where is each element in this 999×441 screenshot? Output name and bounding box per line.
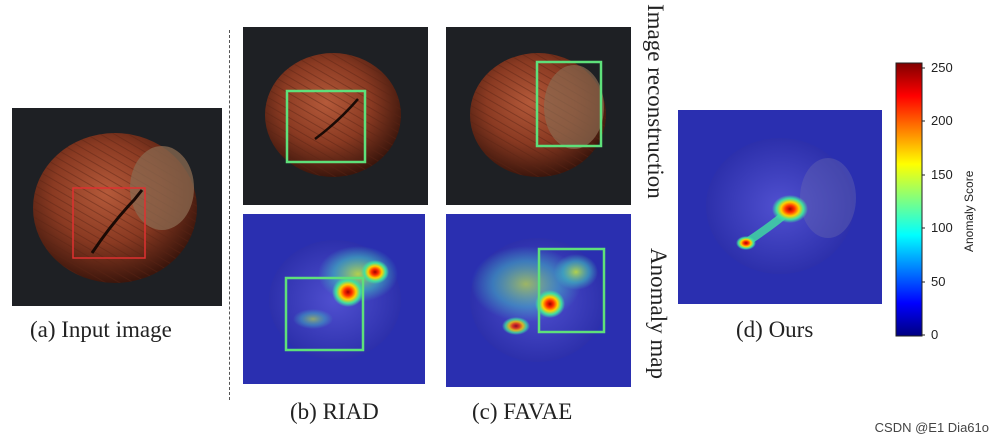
watermark: CSDN @E1 Dia61o [874, 420, 989, 435]
favae-bottom-box [537, 247, 606, 334]
riad-top-box [285, 89, 367, 164]
colorbar-tick-0: 0 [931, 327, 939, 342]
crack-defect [90, 189, 144, 254]
colorbar-title: Anomaly Score [962, 170, 976, 252]
riad-bottom-box [284, 276, 365, 352]
colorbar-tick-200: 200 [931, 113, 953, 128]
colorbar-tick-250: 250 [931, 60, 953, 75]
favae-anomaly-map-panel [446, 214, 631, 387]
input-defect-box [72, 187, 146, 259]
riad-reconstruction-panel [243, 27, 428, 205]
favae-top-box [535, 60, 603, 148]
colorbar-tick-150: 150 [931, 167, 953, 182]
caption-ours: (d) Ours [736, 317, 814, 342]
caption-input: (a) Input image [30, 317, 172, 342]
row-label-reconstruction: Image reconstruction [643, 4, 668, 199]
colorbar [895, 62, 925, 337]
dashed-divider [229, 30, 230, 400]
colorbar-tick-100: 100 [931, 220, 953, 235]
ours-anomaly-map-panel [678, 110, 882, 304]
row-label-anomaly-map: Anomaly map [646, 248, 671, 379]
caption-favae: (c) FAVAE [472, 399, 573, 424]
favae-reconstruction-panel [446, 27, 631, 205]
hazelnut-cap [130, 146, 194, 230]
input-image-panel [12, 108, 222, 306]
caption-riad: (b) RIAD [290, 399, 379, 424]
riad-anomaly-map-panel [243, 214, 425, 384]
colorbar-tick-50: 50 [931, 274, 946, 289]
